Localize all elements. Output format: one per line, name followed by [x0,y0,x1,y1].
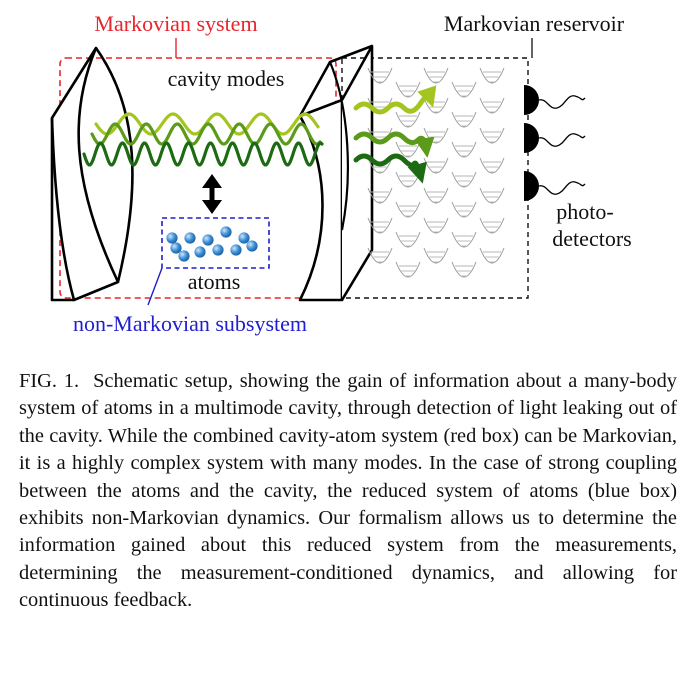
cavity-modes-label: cavity modes [168,66,285,91]
schematic-figure: Markovian system Markovian reservoir cav… [50,11,632,336]
energy-level-icon [395,201,421,218]
leaking-light-arrow-mid [353,131,435,158]
energy-level-icon [395,171,421,188]
photodetector-icon [524,171,586,201]
atom-sphere-icon [166,232,178,244]
photodetector-icon [524,85,586,115]
markovian-reservoir-label: Markovian reservoir [444,11,625,36]
atom-sphere-icon [184,232,196,244]
atom-sphere-icon [246,240,258,252]
energy-level-icon [451,171,477,188]
energy-level-icon [367,217,393,234]
photodetector-group [524,85,586,201]
cavity-mode-wave-mid [90,122,322,146]
caption-text: Schematic setup, showing the gain of inf… [19,370,677,612]
atom-sphere-icon [170,242,182,254]
energy-level-icon [423,157,449,174]
energy-level-icon [423,217,449,234]
energy-level-icon [395,231,421,248]
photodetectors-label-line1: photo- [556,199,613,224]
photodetectors-label-line2: detectors [552,226,631,251]
energy-level-icon [479,247,505,264]
non-markovian-subsystem-box [161,217,270,269]
leaking-light-arrow-light [353,85,437,115]
energy-level-icon [423,187,449,204]
figure-caption: FIG. 1. Schematic setup, showing the gain… [19,368,677,615]
energy-level-icon [423,247,449,264]
energy-level-icon [451,81,477,98]
energy-level-icon [423,127,449,144]
energy-level-icon [479,67,505,84]
atom-cloud [166,226,258,262]
curved-mirror-icon-left [50,46,134,302]
photodetector-icon [524,123,586,153]
non-markovian-pointer [147,267,163,306]
energy-level-icon [395,261,421,278]
atom-sphere-icon [178,250,190,262]
energy-level-icon [451,261,477,278]
energy-level-icon [395,81,421,98]
leaking-light-arrow-dark [353,153,427,184]
energy-level-icon [479,217,505,234]
atom-sphere-icon [194,246,206,258]
curved-mirror-icon-right [298,44,374,302]
energy-level-icon [451,231,477,248]
double-arrow-icon [202,174,222,214]
energy-level-icon [395,111,421,128]
energy-level-icon [479,187,505,204]
energy-level-icon [367,247,393,264]
cavity-mode-wave-light [94,112,320,136]
energy-level-icon [451,111,477,128]
energy-level-icon [367,187,393,204]
atom-sphere-icon [238,232,250,244]
atom-sphere-icon [212,244,224,256]
energy-level-icon [479,97,505,114]
atom-sphere-icon [202,234,214,246]
markovian-system-box [59,57,337,299]
energy-level-icon [451,141,477,158]
cavity-mode-wave-dark [82,141,324,167]
energy-level-icon [451,201,477,218]
non-markovian-subsystem-label: non-Markovian subsystem [73,311,307,336]
atoms-label: atoms [188,269,241,294]
markovian-system-label: Markovian system [94,11,257,36]
energy-level-icon [479,157,505,174]
energy-level-icon [367,67,393,84]
figure-label: FIG. 1. [19,370,80,392]
reservoir-levels [367,67,505,278]
energy-level-icon [423,97,449,114]
energy-level-icon [423,67,449,84]
atom-sphere-icon [230,244,242,256]
atom-sphere-icon [220,226,232,238]
energy-level-icon [479,127,505,144]
